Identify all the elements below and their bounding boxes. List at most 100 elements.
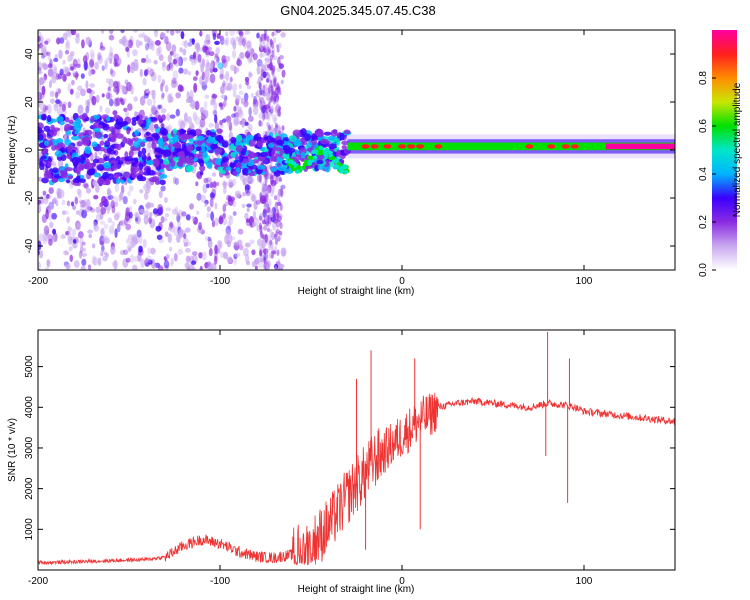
heat-cell [277,165,287,172]
heat-cell [233,116,240,126]
heat-cell [42,76,46,84]
heat-cell [128,150,134,158]
heat-cell [56,115,64,122]
heat-cell [186,116,192,124]
heat-cell [264,260,268,270]
heat-cell [250,48,255,58]
heat-cell [142,238,147,248]
heat-cell [115,97,121,107]
heat-cell [281,69,286,78]
heat-cell [270,105,274,113]
heat-cell [222,251,229,260]
heat-cell [145,262,150,267]
heat-cell [261,233,265,240]
heat-cell [208,248,213,257]
heat-cell [75,166,81,175]
heat-cell [167,233,172,244]
heat-cell [210,99,216,106]
heat-cell [271,183,275,194]
snr-x-tick-label: 0 [399,576,405,587]
heat-cell [241,119,245,128]
heat-cell [70,66,75,71]
heat-cell [250,93,254,98]
heat-cell [227,233,233,244]
heat-cell [259,36,263,43]
heat-cell [84,205,91,213]
heat-cell [75,35,80,44]
heat-cell [339,132,345,141]
heat-cell [107,86,111,92]
heat-cell [320,138,329,145]
heat-cell [199,170,204,176]
heat-cell [233,112,240,118]
heat-cell [160,185,166,192]
heat-hotspot [370,144,379,149]
heat-cell [190,129,197,136]
heat-cell [206,212,210,218]
heat-cell [212,32,217,41]
snr-spikes [356,332,570,550]
heat-cell [208,122,214,128]
heat-cell [172,156,179,162]
heat-cell [209,192,215,199]
heat-cell [183,39,188,49]
heat-cell [258,112,264,120]
heat-cell [252,99,259,108]
heat-cell [115,133,124,139]
heat-cell [244,76,250,83]
heat-cell [195,70,199,76]
heat-cell [242,192,246,197]
heat-cell [203,100,208,110]
heat-cell [197,154,203,160]
heat-cell [108,53,114,62]
heat-cell [237,228,244,235]
heat-cell [198,252,203,259]
heat-cell [90,52,95,61]
heat-cell [139,188,144,194]
heat-main-line-core [347,144,675,148]
heat-cell [273,77,277,87]
heat-cell [89,83,95,88]
heat-cell [221,80,226,89]
heat-cell [38,36,41,42]
heat-cell [44,140,49,146]
heat-cell [312,149,318,154]
heat-cell [80,88,86,97]
heat-cell [196,210,200,215]
heat-cell [221,118,227,123]
heat-cell [110,159,116,165]
heat-cell [101,93,105,98]
heat-cell [146,160,154,166]
heat-cell [214,147,223,154]
heat-cell [42,197,49,205]
heat-hotspot [547,144,556,149]
heat-cell [108,78,114,89]
heat-cell [248,106,252,117]
heat-cell [271,31,275,37]
heat-cell [43,194,49,201]
heat-cell [69,254,74,262]
heat-cell [113,213,120,221]
heat-cell [225,166,232,171]
heat-cell [153,159,160,168]
heat-cell [230,151,237,158]
heat-cell [219,73,224,80]
heat-cell [267,112,271,121]
heat-cell [334,164,340,169]
heat-cell [97,177,105,185]
heat-cell [78,250,83,259]
heat-cell [181,211,187,217]
heat-cell [209,197,214,208]
heat-cell [133,96,138,102]
heat-cell [177,248,184,255]
heat-cell [204,202,208,208]
heat-cell [103,156,110,162]
heat-cell [266,35,270,43]
heat-cell [183,112,188,122]
heat-cell [186,241,192,246]
heat-cell [292,129,301,137]
heat-cell [174,206,179,214]
heat-cell [270,86,274,95]
heat-cell [173,176,177,185]
heat-cell [235,162,243,168]
